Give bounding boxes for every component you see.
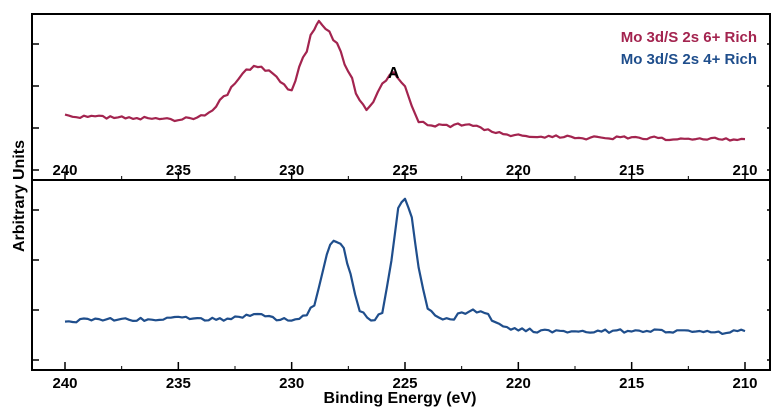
- panel-1: 240 235 230 225 220 215 210 A: [31, 13, 771, 181]
- x-tick-label: 210: [732, 162, 757, 179]
- y-axis-label: Arbitrary Units: [11, 140, 28, 252]
- series-line-2: [64, 197, 746, 335]
- x-tick-label: 235: [166, 375, 191, 392]
- x-tick-label: 225: [392, 162, 417, 179]
- x-tick-label: 230: [279, 162, 304, 179]
- x-tick-label: 220: [506, 375, 531, 392]
- x-tick-label: 230: [279, 375, 304, 392]
- x-tick-label: 240: [52, 375, 77, 392]
- x-tick-label: 220: [506, 162, 531, 179]
- x-tick-label: 215: [619, 375, 644, 392]
- x-tick-label: 240: [52, 162, 77, 179]
- legend-label-series-2: Mo 3d/S 2s 4+ Rich: [621, 51, 757, 68]
- x-tick-label: 210: [732, 375, 757, 392]
- panels-group: 240 235 230 225 220 215 210 A 240 235 230 225 220 215…: [31, 13, 771, 392]
- panel-frame-2: [31, 179, 771, 371]
- x-tick-label: 215: [619, 162, 644, 179]
- legend: Mo 3d/S 2s 6+ Rich Mo 3d/S 2s 4+ Rich: [621, 29, 757, 68]
- x-tick-label: 235: [166, 162, 191, 179]
- panel-2: 240 235 230 225 220 215 210: [31, 179, 771, 392]
- legend-label-series-1: Mo 3d/S 2s 6+ Rich: [621, 29, 757, 46]
- x-axis-label: Binding Energy (eV): [324, 390, 477, 407]
- peak-annotation: A: [388, 65, 400, 82]
- x-tick-label: 225: [392, 375, 417, 392]
- series-line-1: [64, 19, 746, 142]
